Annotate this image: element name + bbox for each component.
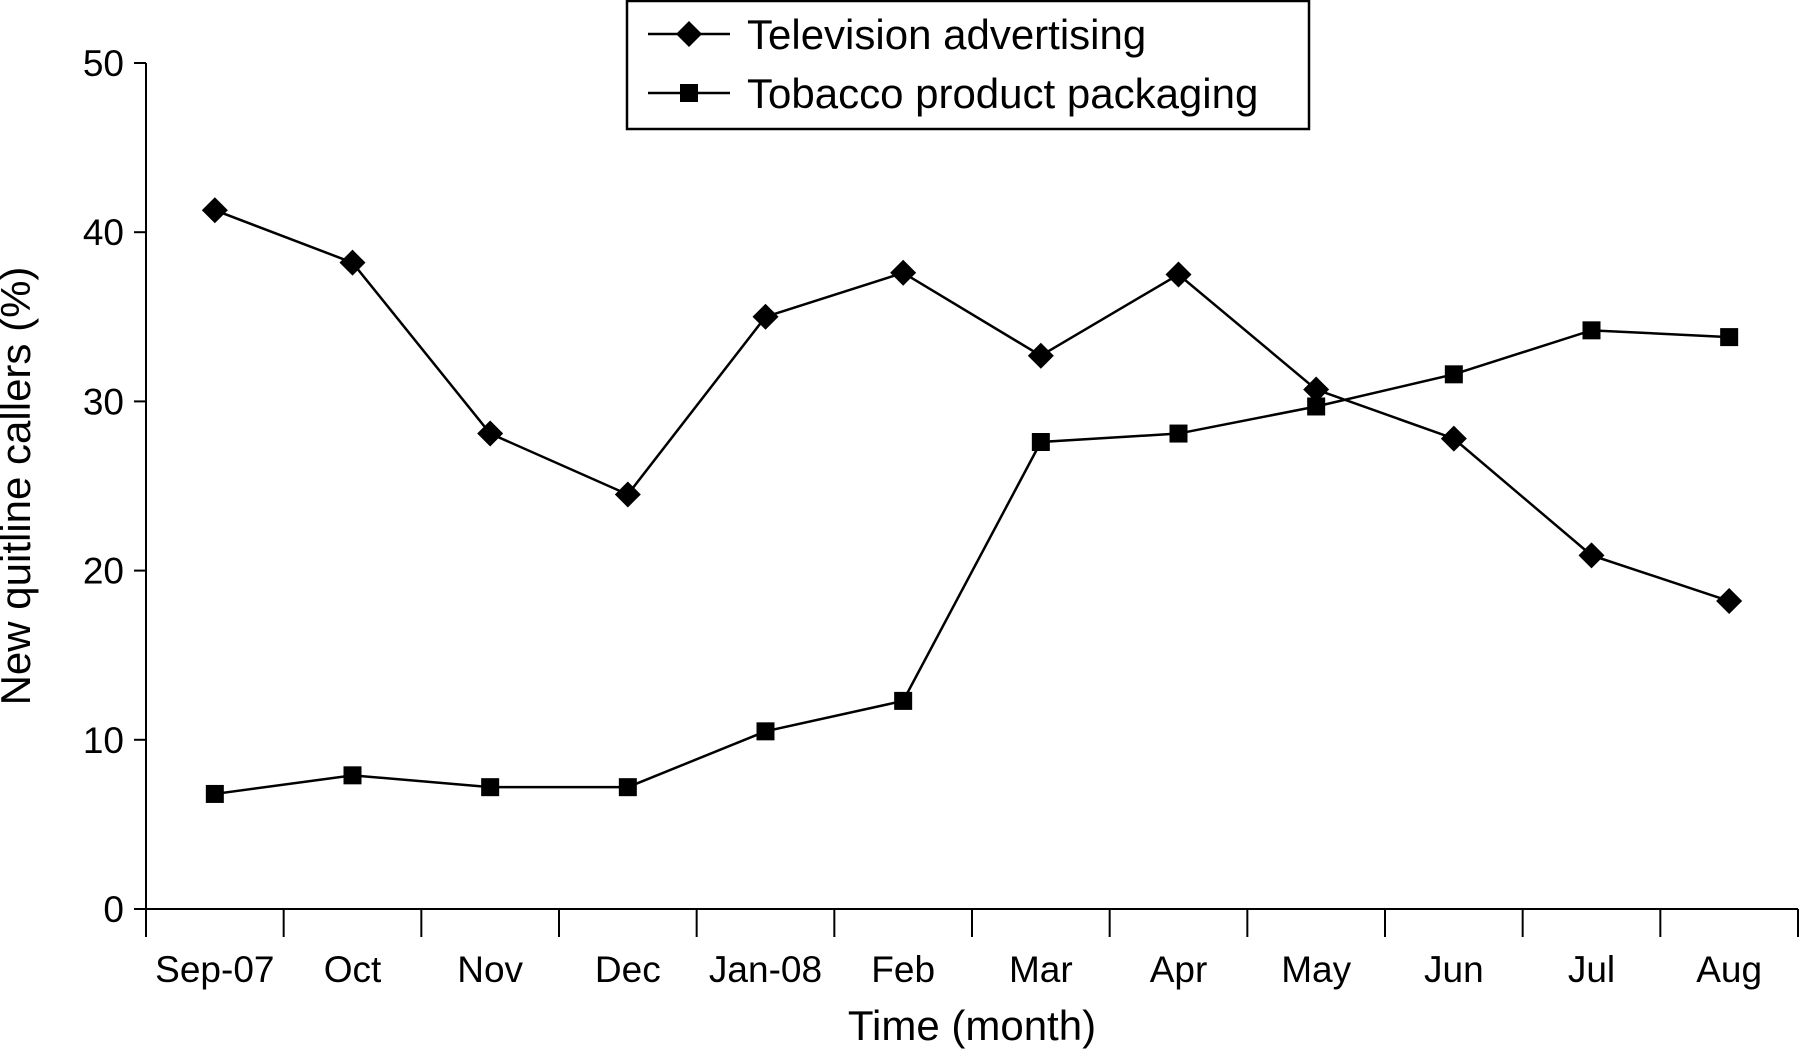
data-point [1720, 328, 1739, 347]
data-point [1444, 365, 1463, 384]
y-tick-label: 50 [83, 43, 124, 84]
legend-label: Tobacco product packaging [747, 70, 1258, 117]
data-point [1307, 397, 1326, 416]
data-point [756, 722, 775, 741]
axes: 0 10 20 30 40 50 Sep-07 Oct Nov Dec Jan-08 Feb Mar Ap… [83, 43, 1799, 990]
data-point [752, 303, 779, 330]
data-point [1440, 425, 1467, 452]
legend-square-marker [680, 84, 698, 102]
data-point [1169, 424, 1188, 443]
data-point [1716, 588, 1743, 615]
x-tick-label: May [1281, 949, 1351, 990]
x-tick-label: Jun [1424, 949, 1484, 990]
x-tick-label: Sep-07 [155, 949, 274, 990]
data-point [618, 778, 637, 797]
data-point [1031, 433, 1050, 452]
data-point [1578, 542, 1605, 569]
data-point [205, 784, 224, 803]
legend-label: Television advertising [747, 11, 1146, 58]
data-point [890, 259, 917, 286]
series-line [214, 329, 1730, 796]
data-point [477, 420, 504, 447]
data-point [894, 691, 913, 710]
data-point [343, 766, 362, 785]
x-tick-label: Mar [1009, 949, 1073, 990]
x-tick-label: Aug [1696, 949, 1762, 990]
y-axis-title: New quitline callers (%) [0, 267, 39, 706]
series-line [214, 209, 1730, 603]
legend-item: Television advertising [648, 11, 1146, 58]
data-point [201, 197, 228, 224]
series-television-advertising [201, 197, 1743, 615]
x-tick-label: Feb [871, 949, 935, 990]
data-point [1582, 321, 1601, 340]
x-tick-label: Dec [595, 949, 661, 990]
x-tick-label: Nov [457, 949, 523, 990]
legend-box [625, 0, 1311, 131]
legend-item: Tobacco product packaging [648, 70, 1258, 117]
y-tick-label: 40 [83, 212, 124, 253]
data-point [1165, 261, 1192, 288]
y-tick-label: 0 [103, 889, 124, 930]
data-point [1303, 376, 1330, 403]
x-axis-title: Time (month) [848, 1002, 1096, 1049]
data-point [614, 481, 641, 508]
x-tick-label: Oct [324, 949, 382, 990]
data-point [339, 249, 366, 276]
x-tick-label: Jul [1568, 949, 1615, 990]
data-point [481, 778, 500, 797]
series-tobacco-product-packaging [205, 321, 1739, 803]
y-tick-label: 20 [83, 551, 124, 592]
y-tick-label: 10 [83, 720, 124, 761]
legend: Television advertising Tobacco product pa… [625, 0, 1311, 131]
legend-diamond-marker [676, 21, 702, 47]
x-tick-label: Apr [1150, 949, 1208, 990]
x-tick-label: Jan-08 [709, 949, 822, 990]
y-tick-label: 30 [83, 381, 124, 422]
series-layer [201, 197, 1743, 803]
data-point [1027, 342, 1054, 369]
